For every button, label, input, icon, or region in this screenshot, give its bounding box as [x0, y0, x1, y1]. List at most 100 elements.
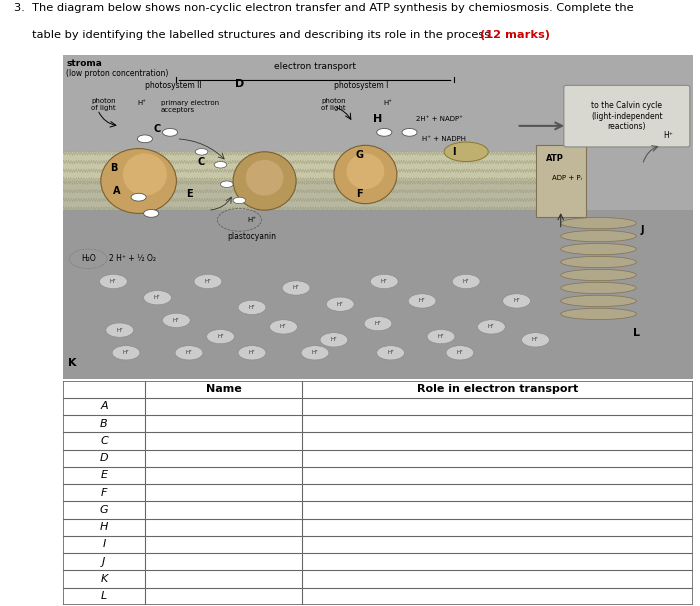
Text: H⁺: H⁺ — [330, 338, 337, 342]
Circle shape — [195, 148, 208, 155]
Text: H⁺: H⁺ — [137, 101, 146, 107]
Text: H⁺: H⁺ — [463, 279, 470, 284]
Text: F: F — [101, 488, 107, 498]
Ellipse shape — [233, 152, 296, 210]
Circle shape — [214, 162, 227, 168]
Circle shape — [162, 128, 178, 136]
Text: H⁺: H⁺ — [116, 328, 123, 333]
Text: K: K — [68, 358, 77, 368]
Text: H⁺: H⁺ — [663, 131, 673, 140]
Ellipse shape — [561, 282, 636, 294]
Text: H⁺: H⁺ — [532, 338, 539, 342]
Text: photon
of light: photon of light — [321, 98, 346, 112]
Ellipse shape — [561, 244, 636, 255]
Circle shape — [233, 197, 246, 204]
Text: H₂O: H₂O — [80, 255, 96, 263]
Bar — [63, 152, 580, 181]
Text: 3.  The diagram below shows non-cyclic electron transfer and ATP synthesis by ch: 3. The diagram below shows non-cyclic el… — [14, 2, 634, 13]
Circle shape — [194, 275, 222, 288]
Ellipse shape — [246, 160, 284, 196]
Text: H⁺: H⁺ — [387, 350, 394, 355]
Circle shape — [112, 345, 140, 360]
Ellipse shape — [101, 148, 176, 213]
Ellipse shape — [561, 295, 636, 307]
Text: (low proton concentration): (low proton concentration) — [66, 69, 169, 78]
Text: plastocyanin: plastocyanin — [228, 231, 276, 241]
Circle shape — [370, 275, 398, 288]
Circle shape — [144, 210, 159, 218]
Bar — [536, 145, 586, 216]
Text: H⁺: H⁺ — [488, 324, 495, 330]
Text: H⁺: H⁺ — [456, 350, 463, 355]
Bar — [63, 181, 580, 210]
Text: F: F — [356, 189, 363, 199]
Text: photon
of light: photon of light — [91, 98, 116, 112]
Text: J: J — [102, 557, 106, 567]
Text: H: H — [373, 115, 383, 124]
Circle shape — [301, 345, 329, 360]
Text: photosystem I: photosystem I — [334, 81, 388, 90]
Text: C: C — [198, 156, 205, 167]
Circle shape — [477, 320, 505, 334]
Circle shape — [522, 333, 550, 347]
Text: H⁺: H⁺ — [186, 350, 192, 355]
Circle shape — [137, 135, 153, 143]
Circle shape — [282, 281, 310, 295]
Circle shape — [377, 345, 405, 360]
Circle shape — [238, 301, 266, 315]
Ellipse shape — [561, 269, 636, 281]
Text: H⁺: H⁺ — [293, 285, 300, 290]
Text: D: D — [99, 453, 108, 463]
Bar — [63, 210, 693, 379]
Text: table by identifying the labelled structures and describing its role in the proc: table by identifying the labelled struct… — [14, 30, 493, 40]
Text: H⁺: H⁺ — [248, 305, 256, 310]
Text: H⁺: H⁺ — [122, 350, 130, 355]
Text: to the Calvin cycle
(light-independent
reactions): to the Calvin cycle (light-independent r… — [591, 101, 663, 131]
Text: primary electron
acceptors: primary electron acceptors — [160, 100, 219, 113]
Text: H⁺: H⁺ — [204, 279, 211, 284]
Circle shape — [408, 294, 436, 308]
Ellipse shape — [334, 145, 397, 204]
Text: photosystem II: photosystem II — [145, 81, 202, 90]
Text: L: L — [101, 591, 107, 601]
Text: L: L — [633, 328, 640, 338]
Text: C: C — [154, 124, 161, 134]
Circle shape — [503, 294, 531, 308]
Text: H⁺: H⁺ — [419, 298, 426, 304]
Circle shape — [206, 330, 235, 344]
Circle shape — [377, 128, 392, 136]
Circle shape — [144, 290, 172, 305]
Text: H⁺: H⁺ — [110, 279, 117, 284]
Text: H⁺ + NADPH: H⁺ + NADPH — [422, 136, 466, 142]
Ellipse shape — [561, 230, 636, 242]
Circle shape — [162, 313, 190, 327]
Text: H⁺: H⁺ — [381, 279, 388, 284]
Circle shape — [364, 316, 392, 331]
Text: H⁺: H⁺ — [217, 334, 224, 339]
Text: Name: Name — [206, 384, 241, 394]
Circle shape — [238, 345, 266, 360]
Text: B: B — [110, 163, 117, 173]
Ellipse shape — [122, 153, 167, 196]
Text: H⁺: H⁺ — [374, 321, 382, 326]
Text: A: A — [100, 401, 108, 411]
Text: H⁺: H⁺ — [312, 350, 318, 355]
Text: G: G — [99, 505, 108, 515]
Text: Role in electron transport: Role in electron transport — [417, 384, 578, 394]
Circle shape — [131, 193, 146, 201]
Text: 2H⁺ + NADP⁺: 2H⁺ + NADP⁺ — [416, 116, 463, 122]
Text: J: J — [641, 225, 644, 235]
Circle shape — [99, 275, 127, 288]
Text: K: K — [100, 574, 108, 584]
Ellipse shape — [444, 142, 489, 162]
Circle shape — [106, 323, 134, 338]
Text: E: E — [186, 189, 192, 199]
Text: H⁺: H⁺ — [173, 318, 180, 323]
Text: G: G — [355, 150, 363, 160]
Text: I: I — [102, 539, 106, 550]
Text: H⁺: H⁺ — [248, 350, 256, 355]
Ellipse shape — [346, 153, 384, 189]
Text: D: D — [234, 79, 244, 88]
Text: A: A — [113, 185, 120, 196]
Text: H⁺: H⁺ — [383, 101, 392, 107]
